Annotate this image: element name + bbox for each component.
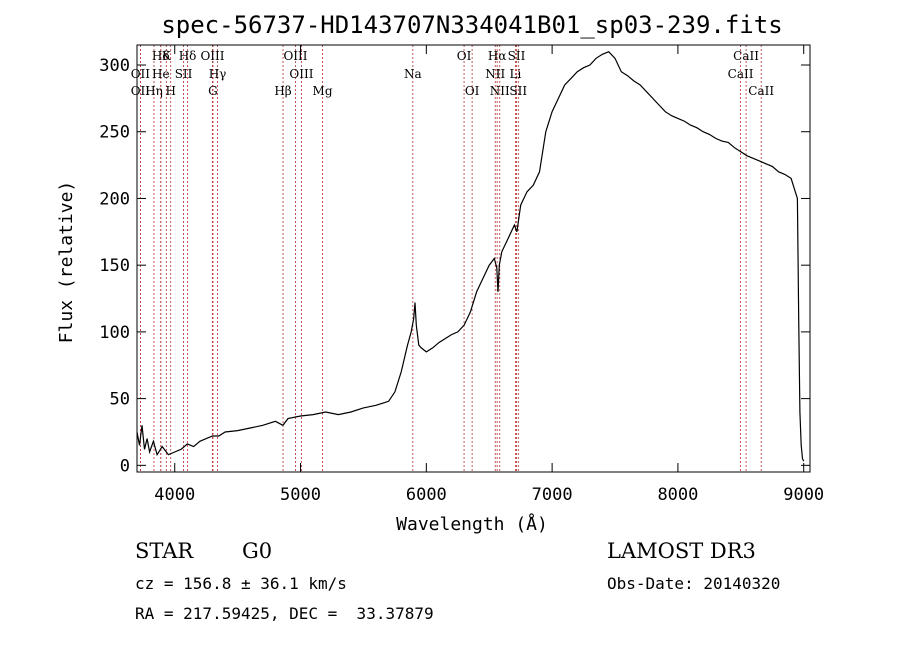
x-tick-label-4: 8000 (657, 485, 698, 505)
x-tick-label-0: 4000 (154, 485, 195, 505)
line-marker-label-0: Hδ (152, 49, 170, 63)
object-subclass: G0 (242, 539, 273, 563)
x-tick-label-3: 7000 (532, 485, 573, 505)
line-marker-label-1: K (162, 49, 172, 63)
x-tick-label-1: 5000 (280, 485, 321, 505)
y-axis-ticks: 0 50 100 150 200 250 300 (99, 56, 810, 476)
line-marker-label-18: OII (131, 84, 151, 98)
line-marker-label-25: NII (490, 84, 510, 98)
line-marker-label-9: OII (131, 67, 151, 81)
plot-frame (136, 44, 811, 473)
survey-release: LAMOST DR3 (607, 539, 756, 563)
line-marker-label-19: Hη (145, 84, 163, 98)
line-marker-label-23: Mg (313, 84, 333, 98)
line-marker-label-20: H (165, 84, 175, 98)
line-marker-label-7: SII (508, 49, 526, 63)
line-marker-label-17: CaII (728, 67, 754, 81)
spectrum-chart: spec-56737-HD143707N334041B01_sp03-239.f… (56, 11, 824, 535)
line-marker-label-14: Na (404, 67, 422, 81)
line-marker-label-27: CaII (748, 84, 774, 98)
line-marker-label-26: SII (509, 84, 527, 98)
flux-series-line (136, 50, 805, 462)
y-tick-label-3: 150 (99, 256, 130, 276)
y-tick-label-2: 100 (99, 323, 130, 343)
chart-title: spec-56737-HD143707N334041B01_sp03-239.f… (161, 11, 782, 39)
line-marker-label-15: NII (485, 67, 505, 81)
spectral-line-markers (139, 45, 762, 472)
line-marker-label-11: SII (175, 67, 193, 81)
line-marker-label-4: OIII (283, 49, 307, 63)
redshift-cz: cz = 156.8 ± 36.1 km/s (135, 574, 347, 593)
x-tick-label-5: 9000 (783, 485, 824, 505)
x-axis-label: Wavelength (Å) (396, 513, 548, 535)
line-marker-label-12: Hγ (209, 67, 227, 81)
line-marker-label-2: Hδ (179, 49, 197, 63)
line-marker-label-16: Li (509, 67, 521, 81)
object-class: STAR (135, 539, 194, 563)
line-marker-label-3: OIII (200, 49, 224, 63)
line-marker-label-21: G (208, 84, 218, 98)
y-tick-label-6: 300 (99, 56, 130, 76)
line-marker-label-6: Hα (488, 49, 507, 63)
observation-date: Obs-Date: 20140320 (607, 574, 781, 593)
ra-dec-coordinates: RA = 217.59425, DEC = 33.37879 (135, 604, 434, 623)
y-tick-label-4: 200 (99, 189, 130, 209)
y-tick-label-1: 50 (110, 390, 130, 410)
line-marker-label-24: OI (465, 84, 480, 98)
line-marker-label-8: CaII (733, 49, 759, 63)
line-marker-label-13: OIII (289, 67, 313, 81)
y-axis-label: Flux (relative) (56, 181, 77, 344)
y-tick-label-0: 0 (120, 456, 130, 476)
line-marker-label-10: He (152, 67, 170, 81)
line-marker-label-22: Hβ (274, 84, 291, 98)
x-axis-ticks: 4000 5000 6000 7000 8000 9000 (154, 45, 824, 505)
line-marker-label-5: OI (457, 49, 472, 63)
x-tick-label-2: 6000 (406, 485, 447, 505)
y-tick-label-5: 250 (99, 123, 130, 143)
